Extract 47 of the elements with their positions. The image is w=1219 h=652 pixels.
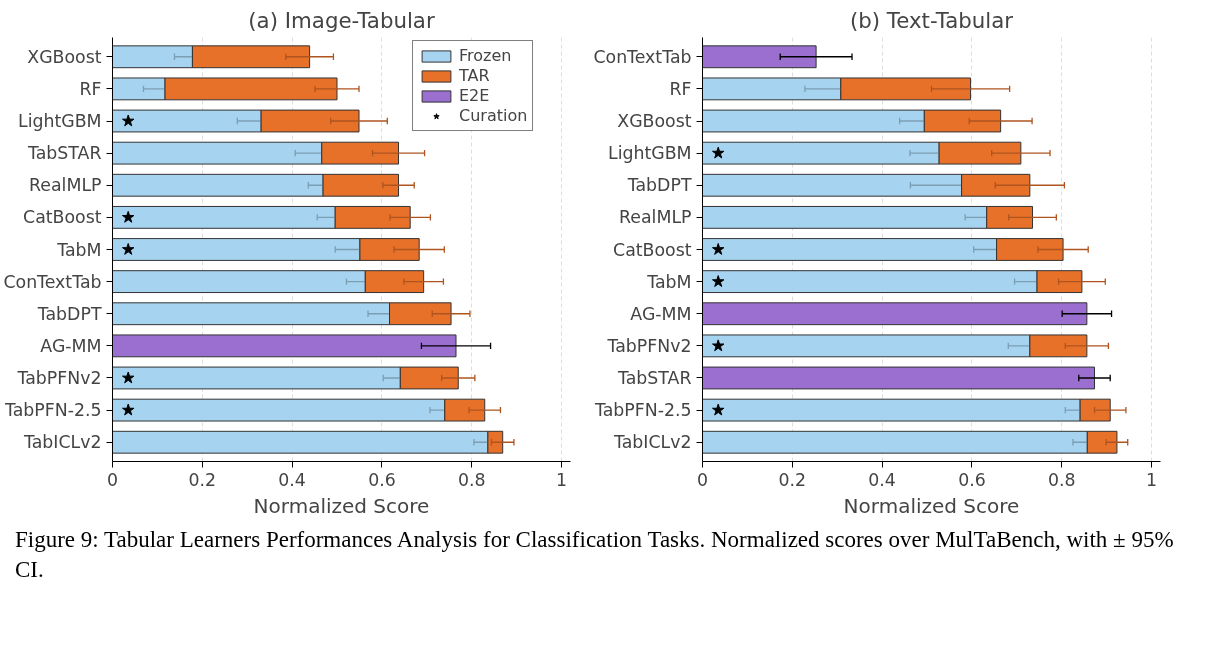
y-tick-label: XGBoost <box>27 46 102 67</box>
y-tick-label: TabDPT <box>626 175 692 196</box>
y-tick-label: TabPFNv2 <box>606 335 692 356</box>
y-tick-label: TabSTAR <box>617 367 692 388</box>
y-tick-label: CatBoost <box>23 207 102 228</box>
y-tick-label: AG-MM <box>40 335 102 356</box>
y-tick-label: TabPFN-2.5 <box>3 400 102 421</box>
x-tick-label: 0.4 <box>868 469 896 490</box>
y-tick-label: TabICLv2 <box>613 432 692 453</box>
legend-label: Curation <box>459 106 528 125</box>
x-axis-title: Normalized Score <box>253 493 430 518</box>
y-tick-label: TabICLv2 <box>23 432 102 453</box>
y-tick-label: RealMLP <box>29 175 102 196</box>
y-tick-label: ConTextTab <box>593 46 692 67</box>
y-tick-label: LightGBM <box>17 111 102 132</box>
y-tick-label: TabM <box>646 271 692 292</box>
x-tick-label: 1 <box>1146 469 1158 490</box>
y-tick-label: TabSTAR <box>27 143 102 164</box>
x-tick-label: 0.2 <box>188 469 217 490</box>
y-tick-label: TabPFN-2.5 <box>593 400 692 421</box>
y-tick-label: LightGBM <box>607 143 692 164</box>
legend-label: Frozen <box>459 46 512 65</box>
x-tick-label: 0.2 <box>778 469 807 490</box>
x-tick-label: 0.4 <box>278 469 306 490</box>
x-tick-label: 0.8 <box>1047 469 1076 490</box>
y-tick-label: TabM <box>56 239 102 260</box>
y-tick-label: RF <box>79 78 102 99</box>
x-tick-label: 0.6 <box>368 469 396 490</box>
chart-title: (b) Text-Tabular <box>849 7 1014 33</box>
x-tick-label: 0 <box>106 469 119 490</box>
y-tick-label: TabPFNv2 <box>16 367 102 388</box>
x-tick-label: 1 <box>556 469 568 490</box>
y-tick-label: AG-MM <box>630 303 692 324</box>
legend-label: TAR <box>459 66 490 85</box>
chart-title: (a) Image-Tabular <box>248 7 435 33</box>
y-tick-label: XGBoost <box>617 111 692 132</box>
x-tick-label: 0.6 <box>958 469 986 490</box>
x-axis-title: Normalized Score <box>843 493 1020 518</box>
legend-label: E2E <box>459 86 490 105</box>
y-tick-label: ConTextTab <box>3 271 102 292</box>
y-tick-label: TabDPT <box>36 303 102 324</box>
x-tick-label: 0 <box>696 469 709 490</box>
x-tick-label: 0.8 <box>457 469 486 490</box>
y-tick-label: CatBoost <box>613 239 692 260</box>
y-tick-label: RF <box>669 78 692 99</box>
caption: Figure 9: Tabular Learners Performances Analysis for Classification Tasks. Normalized scores over MulTaBench, with ± 95% CI. <box>15 526 1175 584</box>
y-tick-label: RealMLP <box>619 207 692 228</box>
